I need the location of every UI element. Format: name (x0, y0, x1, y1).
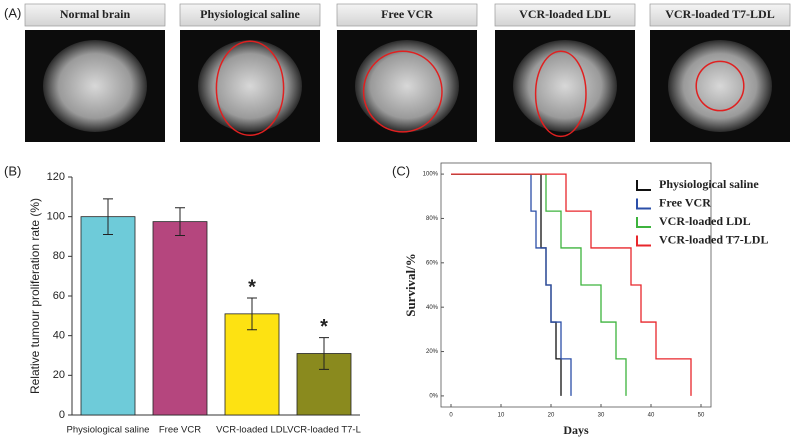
survival-curve (451, 173, 692, 396)
survival-curve (451, 173, 562, 396)
x-tick-label: Free VCR (159, 425, 201, 436)
error-bar (319, 337, 329, 370)
legend-swatch (636, 180, 651, 191)
tumour-outline (215, 40, 285, 137)
label-tab (336, 3, 478, 27)
y-tick-label: 0 (59, 409, 65, 421)
y-axis-label: Survival/% (403, 253, 418, 317)
significance-mark: * (320, 316, 328, 338)
image-label: Physiological saline (200, 7, 300, 21)
y-tick-label: 100 (47, 211, 65, 223)
y-tick-label: 40% (426, 305, 439, 311)
y-tick-label: 100% (423, 172, 439, 178)
y-tick-label: 80 (53, 250, 65, 262)
image-label: Normal brain (60, 7, 131, 21)
x-tick-label: 30 (598, 413, 605, 419)
error-bar (103, 198, 113, 236)
panel-label: (A) (4, 5, 21, 20)
tumour-outline (695, 60, 745, 112)
legend-swatch (636, 235, 651, 247)
bar (80, 216, 136, 416)
label-tab (649, 3, 791, 27)
y-tick-label: 20 (53, 369, 65, 381)
brain (513, 40, 617, 132)
image-label: Free VCR (381, 7, 433, 21)
x-tick-label: Physiological saline (67, 425, 150, 436)
tumour-outline (534, 50, 587, 138)
brain (355, 40, 459, 132)
y-tick-label: 40 (53, 330, 65, 342)
legend-label: Physiological saline (659, 177, 759, 191)
legend-swatch (636, 198, 651, 210)
x-tick-label: VCR-loaded LDL (216, 425, 288, 436)
panel-label: (B) (4, 163, 21, 178)
x-tick-label: VCR-loaded T7-L (287, 425, 361, 436)
bar (224, 313, 280, 416)
y-axis-label: Relative tumour proliferation rate (%) (28, 198, 42, 394)
x-tick-label: 10 (498, 413, 505, 419)
x-tick-label: 40 (648, 413, 655, 419)
x-tick-label: 50 (698, 413, 705, 419)
y-tick-label: 120 (47, 171, 65, 183)
y-tick-label: 80% (426, 216, 439, 222)
significance-mark: * (248, 276, 256, 298)
legend-label: VCR-loaded LDL (659, 214, 751, 228)
image-label: VCR-loaded T7-LDL (665, 7, 774, 21)
y-tick-label: 60 (53, 290, 65, 302)
tumour-outline (362, 50, 443, 133)
error-bar (175, 207, 185, 237)
label-tab (179, 3, 321, 27)
plot-frame (440, 162, 712, 408)
brain (43, 40, 147, 132)
y-tick-label: 0% (429, 393, 438, 399)
legend-label: Free VCR (659, 195, 711, 209)
legend-label: VCR-loaded T7-LDL (659, 232, 768, 246)
label-tab (494, 3, 636, 27)
y-tick-label: 20% (426, 349, 439, 355)
panel-label: (C) (392, 163, 410, 178)
x-tick-label: 0 (449, 413, 453, 419)
x-tick-label: 20 (548, 413, 555, 419)
x-axis-label: Days (563, 423, 589, 437)
error-bar (247, 297, 257, 331)
brain (668, 40, 772, 132)
image-label: VCR-loaded LDL (519, 7, 611, 21)
label-tab (24, 3, 166, 27)
bar (152, 221, 208, 416)
survival-curve (451, 173, 572, 396)
brain (198, 40, 302, 132)
legend-swatch (636, 217, 651, 228)
y-tick-label: 60% (426, 260, 439, 266)
survival-curve (451, 173, 627, 396)
